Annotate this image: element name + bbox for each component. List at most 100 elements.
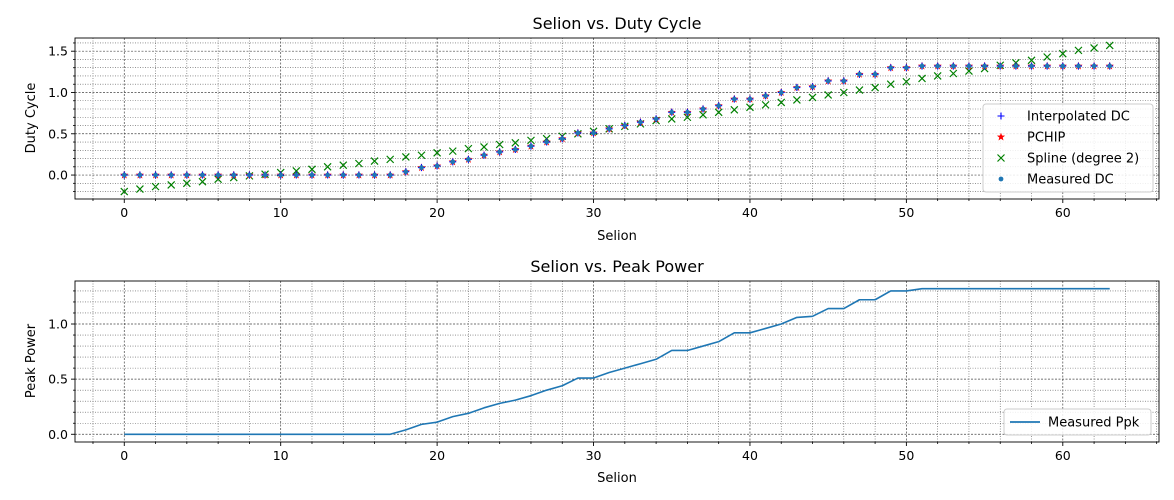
- data-point: [1043, 53, 1052, 61]
- x-tick-label: 20: [429, 448, 445, 463]
- x-tick-label: 0: [120, 448, 128, 463]
- data-point: [135, 185, 144, 194]
- data-point: [182, 179, 191, 188]
- data-point: [699, 110, 707, 119]
- data-point: [354, 159, 363, 168]
- data-point: [746, 103, 754, 112]
- data-point: [965, 67, 973, 75]
- data-point: [370, 157, 379, 165]
- data-point: [763, 93, 769, 99]
- data-point: [200, 172, 205, 178]
- x-axis-label: Selion: [597, 471, 637, 486]
- data-point: [1013, 63, 1019, 69]
- series-x: [120, 41, 1114, 196]
- data-point: [839, 88, 848, 97]
- data-point: [622, 123, 628, 128]
- y-axis-label: Peak Power: [24, 323, 39, 398]
- data-point: [417, 151, 426, 160]
- peak-power-chart: Selion vs. Peak Power Selion Peak Power …: [24, 257, 1160, 486]
- x-tick-label: 10: [273, 448, 289, 463]
- data-point: [1027, 56, 1036, 65]
- data-point: [387, 172, 393, 178]
- data-point: [747, 96, 753, 102]
- data-point: [137, 172, 143, 178]
- x-tick-label: 20: [429, 205, 445, 220]
- data-point: [1074, 46, 1083, 55]
- x-tick-label: 40: [742, 448, 758, 463]
- data-point: [888, 65, 894, 71]
- data-point: [1029, 63, 1034, 69]
- data-point: [857, 71, 862, 77]
- legend-label: PCHIP: [1027, 131, 1066, 146]
- data-point: [386, 155, 395, 164]
- data-point: [716, 103, 722, 109]
- data-point: [433, 148, 442, 157]
- data-point: [730, 105, 739, 114]
- legend-label: Interpolated DC: [1027, 110, 1130, 125]
- data-point: [575, 130, 581, 136]
- x-tick-label: 30: [586, 448, 602, 463]
- data-point: [919, 63, 925, 69]
- data-point: [403, 169, 409, 175]
- data-point: [214, 175, 223, 184]
- data-point: [871, 83, 880, 92]
- data-point: [667, 114, 676, 123]
- data-point: [1090, 43, 1099, 52]
- legend-marker: [997, 112, 1005, 120]
- data-point: [464, 144, 473, 153]
- data-point: [684, 109, 690, 115]
- data-point: [825, 78, 831, 84]
- chart-title: Selion vs. Duty Cycle: [533, 14, 702, 33]
- x-axis-label: Selion: [597, 229, 637, 244]
- data-point: [121, 172, 127, 178]
- data-point: [356, 172, 362, 178]
- x-tick-label: 60: [1055, 205, 1071, 220]
- data-point: [824, 91, 833, 99]
- data-point: [293, 172, 299, 178]
- y-tick-label: 1.0: [48, 85, 68, 100]
- legend-label: Measured DC: [1027, 173, 1114, 188]
- data-point: [168, 172, 174, 178]
- data-point: [497, 149, 503, 155]
- data-point: [339, 161, 348, 170]
- data-point: [1105, 41, 1114, 50]
- series-dot: [121, 63, 1113, 178]
- y-axis-label: Duty Cycle: [24, 83, 39, 154]
- data-point: [481, 152, 487, 158]
- data-point: [340, 172, 346, 178]
- data-point: [982, 63, 987, 69]
- y-tick-label: 0.0: [48, 168, 68, 183]
- data-point: [700, 106, 706, 112]
- legend-label: Spline (degree 2): [1027, 152, 1139, 167]
- data-point: [606, 126, 612, 132]
- data-point: [731, 96, 737, 102]
- data-point: [1091, 63, 1097, 69]
- data-point: [808, 93, 817, 102]
- data-point: [950, 63, 956, 69]
- legend-marker: [997, 154, 1005, 162]
- data-point: [325, 172, 331, 178]
- data-point: [198, 177, 207, 186]
- data-point: [918, 74, 926, 83]
- data-point: [777, 98, 786, 107]
- data-point: [120, 187, 129, 196]
- data-point: [949, 69, 958, 78]
- x-tick-label: 50: [898, 448, 914, 463]
- data-point: [559, 136, 565, 142]
- data-point: [480, 143, 488, 151]
- data-point: [262, 172, 268, 178]
- data-point: [512, 147, 518, 152]
- data-point: [309, 172, 315, 178]
- data-point: [683, 113, 692, 122]
- data-point: [151, 182, 160, 191]
- data-point: [902, 77, 911, 86]
- legend-marker: [998, 176, 1004, 182]
- data-point: [1107, 63, 1113, 69]
- y-tick-label: 1.5: [48, 44, 68, 59]
- data-point: [511, 138, 520, 147]
- data-point: [153, 172, 158, 178]
- data-point: [761, 100, 770, 109]
- data-point: [591, 130, 596, 136]
- data-point: [855, 86, 864, 94]
